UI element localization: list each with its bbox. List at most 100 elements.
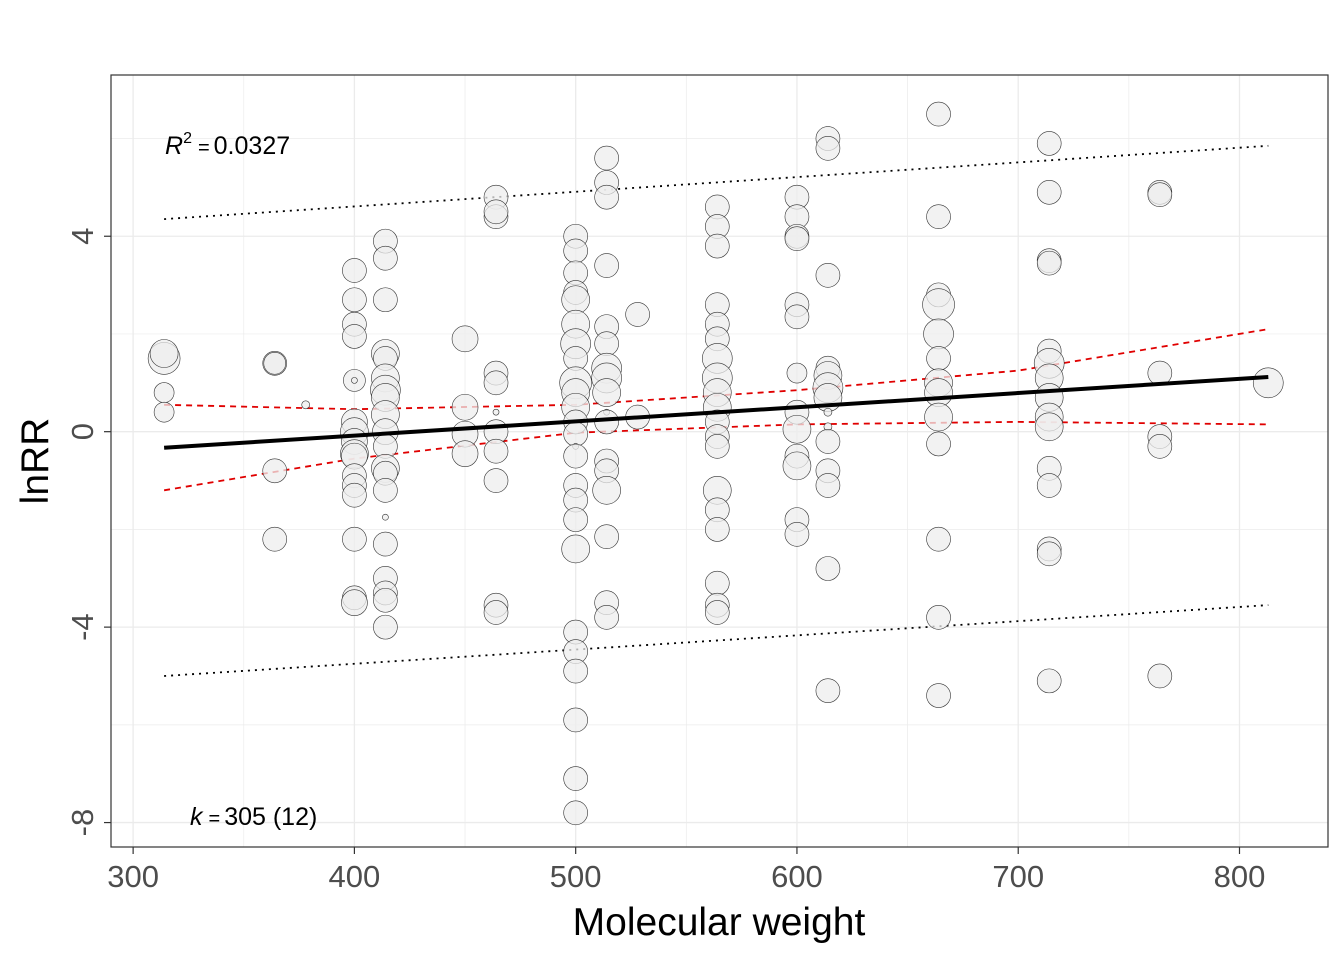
data-point — [1147, 663, 1173, 689]
data-point — [373, 287, 398, 313]
data-point — [483, 600, 509, 625]
y-axis-title: lnRR — [14, 418, 57, 505]
data-point — [153, 382, 175, 403]
data-point — [373, 245, 398, 271]
data-point — [594, 184, 619, 210]
data-point — [815, 429, 841, 454]
data-point — [926, 605, 951, 630]
data-point — [483, 199, 509, 225]
data-point — [594, 145, 619, 171]
data-point — [1036, 179, 1062, 205]
data-point — [782, 451, 812, 481]
data-point — [342, 324, 367, 349]
k-value: 305 (12) — [224, 803, 317, 831]
r2-equals: = — [198, 137, 210, 159]
data-point — [1147, 434, 1173, 459]
data-point — [594, 331, 619, 357]
data-point — [704, 434, 730, 459]
data-point — [563, 800, 588, 826]
k-equals: = — [209, 808, 221, 830]
data-point — [704, 600, 730, 625]
data-point — [926, 204, 951, 229]
x-axis-title: Molecular weight — [573, 901, 866, 944]
data-point — [301, 400, 311, 410]
data-point — [483, 438, 509, 464]
y-tick-label: -4 — [65, 613, 100, 641]
data-point — [784, 521, 810, 547]
data-point — [784, 304, 810, 330]
y-tick-label: 4 — [65, 228, 100, 245]
r2-annotation: R2 = 0.0327 — [165, 130, 290, 160]
r2-symbol: R — [165, 132, 183, 160]
x-tick-label: 800 — [1214, 859, 1266, 894]
k-annotation: k = 305 (12) — [190, 803, 317, 831]
data-point — [782, 414, 812, 444]
data-point — [373, 587, 398, 613]
data-point — [625, 302, 650, 327]
data-point — [784, 226, 810, 251]
plot-background — [111, 75, 1328, 847]
data-point — [382, 513, 389, 521]
data-point — [823, 407, 833, 417]
data-point — [815, 473, 841, 498]
data-point — [926, 526, 951, 552]
data-point — [451, 325, 479, 353]
data-point — [704, 517, 730, 542]
data-point — [563, 707, 588, 733]
data-point — [483, 468, 509, 493]
prediction-lower — [164, 604, 1269, 677]
data-point — [1147, 182, 1173, 208]
y-tick-label: -8 — [65, 809, 100, 837]
data-point — [815, 678, 841, 703]
ticks: 300 400 500 600 700 800 4 0 -4 -8 — [65, 228, 1265, 894]
data-point — [262, 526, 288, 552]
confidence-upper — [164, 328, 1269, 411]
data-point — [561, 534, 590, 564]
data-point — [1036, 473, 1062, 498]
data-point — [351, 377, 358, 384]
data-point — [451, 393, 479, 421]
data-point — [815, 263, 841, 288]
data-point — [704, 233, 730, 259]
x-tick-label: 600 — [771, 859, 823, 894]
data-point — [594, 524, 619, 550]
data-point — [592, 476, 621, 505]
x-tick-label: 400 — [329, 859, 381, 894]
data-point — [1034, 412, 1064, 442]
k-symbol: k — [190, 803, 204, 831]
data-point — [263, 351, 287, 375]
data-point — [373, 614, 398, 640]
regression-line — [163, 375, 1269, 450]
data-point — [704, 570, 730, 596]
bands — [163, 144, 1269, 677]
data-point — [373, 478, 398, 503]
data-point — [563, 507, 588, 532]
data-point — [923, 318, 954, 350]
data-point — [1036, 668, 1062, 694]
data-point — [1252, 367, 1284, 399]
data-point — [492, 408, 500, 416]
data-point — [563, 443, 588, 469]
data-point — [926, 431, 951, 457]
r2-value: 0.0327 — [214, 132, 290, 160]
data-point — [594, 605, 619, 630]
x-tick-label: 500 — [550, 859, 602, 894]
data-point — [341, 589, 368, 616]
data-point — [373, 531, 398, 557]
data-point — [926, 683, 951, 708]
data-point — [342, 287, 367, 313]
data-point — [563, 238, 588, 264]
data-point — [1036, 250, 1062, 276]
data-point — [561, 285, 590, 315]
data-point — [926, 101, 951, 127]
data-point — [592, 378, 621, 407]
data-point — [342, 258, 367, 283]
data-point — [483, 370, 509, 396]
prediction-upper — [164, 144, 1269, 220]
data-point — [815, 135, 841, 161]
data-point — [1036, 131, 1062, 156]
data-point — [451, 440, 479, 467]
data-point — [815, 556, 841, 581]
data-point — [342, 482, 367, 508]
data-point — [786, 362, 808, 384]
